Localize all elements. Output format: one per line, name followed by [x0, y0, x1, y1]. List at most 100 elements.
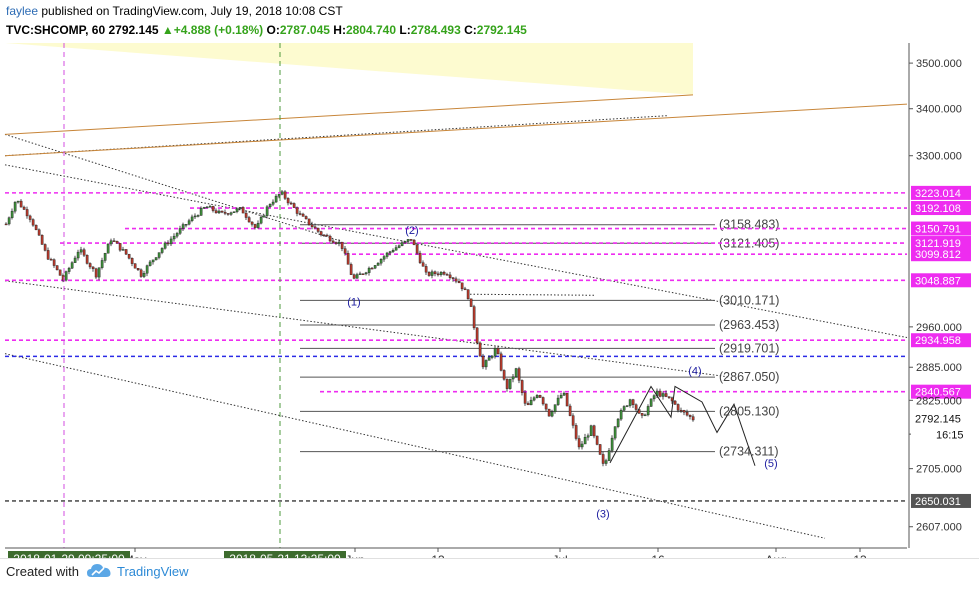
candle-body [484, 360, 488, 368]
close-value: 2792.145 [476, 23, 527, 37]
candle-body [472, 306, 476, 329]
candle-body [478, 342, 482, 357]
candle-body [316, 227, 320, 232]
candle-body [22, 206, 26, 210]
candle-body [277, 194, 281, 197]
price-tick-label: 3500.000 [916, 58, 962, 70]
fib-label: (2734.311) [719, 445, 779, 459]
candle-body [286, 198, 290, 204]
candle-body [661, 393, 665, 397]
candle-body [400, 242, 404, 246]
candle-body [292, 203, 296, 208]
last-price-label: 2792.145 [915, 414, 961, 426]
candle-body [481, 356, 485, 368]
candle-body [529, 399, 533, 406]
candle-body [259, 216, 263, 224]
candle-body [325, 234, 329, 237]
candle-body [238, 207, 242, 210]
candle-body [427, 271, 431, 276]
candle-body [625, 405, 629, 407]
high-label: H: [333, 23, 346, 37]
candle-body [436, 273, 440, 276]
candle-body [439, 271, 443, 275]
candle-body [391, 250, 395, 252]
candle-body [199, 208, 203, 216]
candle-body [223, 211, 227, 214]
candle-body [121, 249, 125, 251]
candle-body [163, 242, 167, 249]
trend-line [4, 103, 908, 157]
candle-body [367, 267, 371, 273]
candle-body [580, 443, 584, 448]
price-level-badge [911, 247, 971, 262]
candle-body [112, 240, 116, 242]
candle-body [175, 233, 179, 237]
candle-body [676, 404, 680, 411]
candle-body [388, 251, 392, 254]
open-value: 2787.045 [279, 23, 330, 37]
candle-body [412, 239, 416, 246]
candle-body [4, 223, 8, 226]
high-value: 2804.740 [345, 23, 397, 37]
price-tick-label: 3300.000 [916, 151, 962, 163]
wave-label: (1) [347, 297, 360, 309]
candle-body [13, 201, 17, 212]
trend-line [4, 353, 826, 539]
candle-body [7, 217, 11, 225]
candle-body [226, 213, 230, 215]
candle-body [433, 271, 437, 275]
price-level-badge [911, 493, 971, 508]
candle-body [592, 425, 596, 437]
plot-background [5, 43, 907, 548]
candle-body [190, 216, 194, 221]
candle-body [346, 253, 350, 265]
price-axis: 3223.014 3192.108 3150.791 3121.9193099.812… [908, 43, 979, 548]
candle-body [49, 259, 53, 261]
candle-body [652, 395, 656, 400]
candle-body [148, 261, 152, 266]
price-tick-label: 2825.000 [916, 395, 962, 407]
tradingview-cloud-icon[interactable] [86, 561, 112, 581]
candle-body [220, 210, 224, 213]
candle-body [340, 241, 344, 249]
candle-body [445, 274, 449, 276]
candle-body [211, 206, 215, 211]
tradingview-link[interactable]: TradingView [117, 564, 189, 579]
candle-body [565, 392, 569, 407]
candle-body [691, 416, 695, 421]
candles [4, 190, 695, 467]
candle-body [649, 398, 653, 407]
low-value: 2784.493 [410, 23, 461, 37]
candle-body [79, 249, 83, 253]
candle-body [82, 249, 86, 256]
candle-body [202, 207, 206, 209]
candle-body [301, 213, 305, 217]
candle-body [256, 222, 260, 228]
candle-body [532, 397, 536, 401]
candle-body [283, 191, 287, 199]
candle-body [295, 207, 299, 214]
author-link[interactable]: faylee [6, 4, 39, 18]
candle-body [232, 211, 236, 213]
candle-body [94, 268, 98, 278]
candle-body [169, 238, 173, 245]
candle-body [100, 260, 104, 268]
candle-body [619, 409, 623, 420]
price-tick-label: 2885.000 [916, 362, 962, 374]
candle-body [268, 204, 272, 208]
countdown-label: 16:15 [936, 430, 964, 442]
price-level-badge [911, 384, 971, 399]
candle-body [58, 269, 62, 276]
candle-body [385, 252, 389, 257]
candle-body [322, 234, 326, 237]
candle-body [496, 348, 500, 355]
symbol-label[interactable]: TVC:SHCOMP, 60 [6, 23, 106, 37]
candle-body [511, 376, 515, 380]
candle-body [490, 355, 494, 358]
candle-body [418, 252, 422, 263]
candle-body [586, 435, 590, 438]
candle-body [403, 240, 407, 243]
candle-body [124, 249, 128, 255]
trend-lines [4, 94, 908, 539]
